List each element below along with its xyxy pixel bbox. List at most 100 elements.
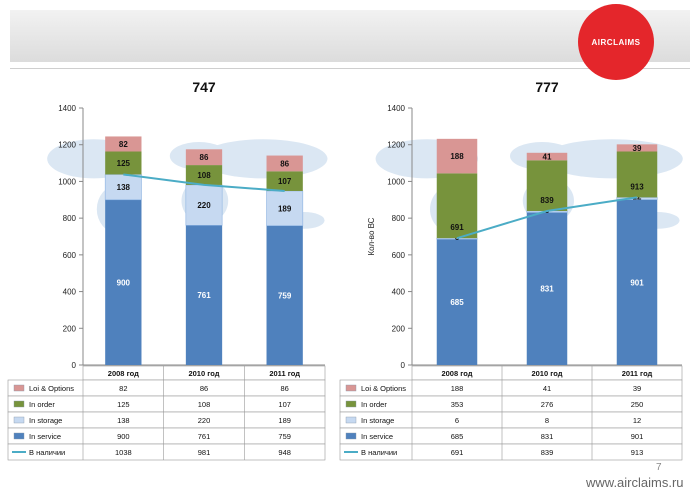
bar-label-service: 831 xyxy=(540,285,554,294)
table-cell-value: 250 xyxy=(631,400,644,409)
legend-label: In service xyxy=(29,432,61,441)
table-cell-value: 8 xyxy=(545,416,549,425)
bar-label-service: 685 xyxy=(450,298,464,307)
category-label: 2010 год xyxy=(188,369,219,378)
bar-segment-order xyxy=(436,173,478,239)
legend-swatch-order xyxy=(13,400,25,408)
y-tick-label: 1000 xyxy=(387,177,405,186)
table-cell-value: 220 xyxy=(198,416,211,425)
bar-label-order: 691 xyxy=(450,223,464,232)
page-number: 7 xyxy=(656,462,662,473)
legend-swatch-service xyxy=(13,432,25,440)
bar-segment-service xyxy=(436,239,478,365)
bar-segment-service xyxy=(616,199,658,365)
y-tick-label: 1400 xyxy=(58,104,76,113)
bar-segment-loi xyxy=(436,138,478,174)
y-tick-label: 1200 xyxy=(387,141,405,150)
bar-label-loi: 41 xyxy=(543,153,552,162)
bar-segment-order xyxy=(616,151,658,198)
bar-segment-loi xyxy=(266,155,303,172)
chart-777: 777 0 200 400 600 800 1000 1200 1400 Кол-во ВС 685… xyxy=(339,79,683,461)
table-cell-value: 108 xyxy=(198,400,211,409)
bar-label-order: 839 xyxy=(540,196,554,205)
legend-label: Loi & Options xyxy=(361,384,406,393)
bar-segment-order xyxy=(185,165,223,185)
bar-segment-storage xyxy=(266,190,304,226)
table-cell-value: 913 xyxy=(631,448,644,457)
table-cell-value: 839 xyxy=(541,448,554,457)
bar-segment-loi xyxy=(616,144,658,152)
bar-label-storage: 189 xyxy=(278,204,292,213)
bar-label-storage: 138 xyxy=(117,183,131,192)
bar-label-loi: 39 xyxy=(633,144,642,153)
table-cell-value: 901 xyxy=(631,432,644,441)
bar-segment-order xyxy=(526,160,568,211)
logo-text: AIRCLAIMS xyxy=(591,37,641,47)
bar-label-service: 761 xyxy=(197,291,211,300)
bar-label-service: 759 xyxy=(278,291,292,300)
y-tick-label: 1200 xyxy=(58,141,76,150)
bar-label-order: 125 xyxy=(117,159,131,168)
table-cell-value: 761 xyxy=(198,432,211,441)
availability-line xyxy=(456,196,638,240)
y-tick-label: 800 xyxy=(63,214,77,223)
table-cell-value: 86 xyxy=(200,384,208,393)
bar-label-storage: 220 xyxy=(197,201,211,210)
bar-label-service: 900 xyxy=(117,278,131,287)
legend-label: In order xyxy=(29,400,55,409)
chart-title: 777 xyxy=(535,79,559,95)
airclaims-logo: AIRCLAIMS xyxy=(578,4,654,80)
table-cell-value: 685 xyxy=(451,432,464,441)
table-cell-value: 82 xyxy=(119,384,127,393)
availability-line xyxy=(123,173,285,192)
table-row xyxy=(7,443,326,461)
y-tick-label: 800 xyxy=(392,214,406,223)
legend-swatch-service xyxy=(345,432,357,440)
table-cell-value: 276 xyxy=(541,400,554,409)
bar-label-loi: 86 xyxy=(200,153,209,162)
table-cell-value: 39 xyxy=(633,384,641,393)
header-band xyxy=(10,10,690,62)
chart-747: 747 0 200 400 600 800 1000 1200 1400 900 138 125 82 7… xyxy=(7,79,328,461)
chart-title: 747 xyxy=(192,79,216,95)
y-tick-label: 600 xyxy=(63,251,77,260)
table-cell-value: 1038 xyxy=(115,448,132,457)
y-tick-label: 400 xyxy=(392,288,406,297)
legend-label: In service xyxy=(361,432,393,441)
bar-label-order: 108 xyxy=(197,171,211,180)
bar-label-order: 107 xyxy=(278,177,292,186)
y-axis-label: Кол-во ВС xyxy=(367,217,376,255)
category-label: 2011 год xyxy=(622,369,653,378)
legend-label: In order xyxy=(361,400,387,409)
header-divider xyxy=(10,68,690,69)
table-cell-value: 691 xyxy=(451,448,464,457)
table-cell-value: 900 xyxy=(117,432,130,441)
table-cell-value: 107 xyxy=(278,400,291,409)
website-url: www.airclaims.ru xyxy=(586,475,684,490)
table-cell-value: 948 xyxy=(278,448,291,457)
table-row xyxy=(339,443,683,461)
y-tick-label: 0 xyxy=(72,361,77,370)
y-tick-label: 200 xyxy=(63,324,77,333)
table-cell-value: 138 xyxy=(117,416,130,425)
y-tick-label: 1400 xyxy=(387,104,405,113)
legend-label: В наличии xyxy=(361,448,397,457)
bar-segment-service xyxy=(105,199,142,365)
legend-label: In storage xyxy=(29,416,62,425)
legend-swatch-storage xyxy=(345,416,357,424)
y-tick-label: 200 xyxy=(392,324,406,333)
table-cell-value: 759 xyxy=(278,432,291,441)
bar-segment-service xyxy=(266,225,303,365)
table-cell-value: 188 xyxy=(451,384,464,393)
bar-label-loi: 82 xyxy=(119,140,128,149)
table-cell-value: 189 xyxy=(278,416,291,425)
table-cell-value: 981 xyxy=(198,448,211,457)
legend-swatch-storage xyxy=(13,416,25,424)
bar-segment-loi xyxy=(105,136,142,152)
bar-label-order: 913 xyxy=(630,182,644,191)
y-tick-label: 0 xyxy=(401,361,406,370)
table-cell-value: 86 xyxy=(280,384,288,393)
table-cell-value: 41 xyxy=(543,384,551,393)
bar-segment-loi xyxy=(185,149,223,166)
table-cell-value: 125 xyxy=(117,400,130,409)
